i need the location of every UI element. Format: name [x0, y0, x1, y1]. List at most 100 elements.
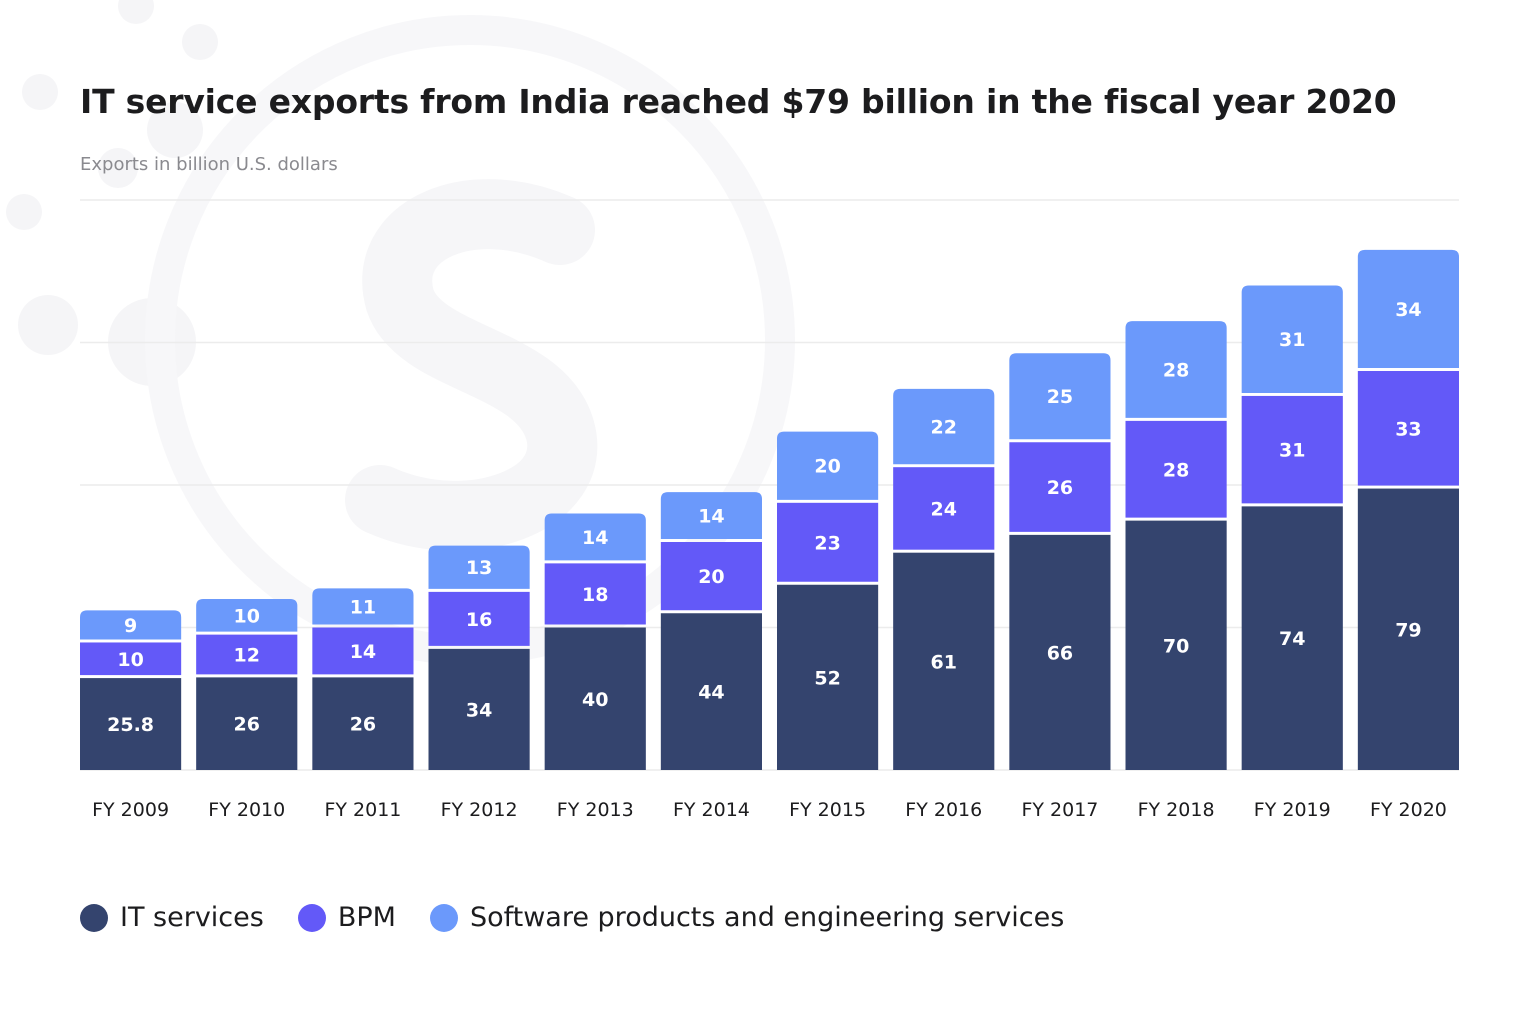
bar-stack: 61 24 22 [893, 388, 995, 770]
bar-value-label: 34 [466, 699, 492, 721]
bar-segment [544, 513, 646, 561]
bar-value-label: 26 [1047, 477, 1073, 499]
legend-item-it-services: IT services [80, 902, 264, 933]
bar-stack: 44 20 14 [660, 492, 762, 770]
bar-segment [80, 678, 182, 770]
bar-segment [428, 591, 530, 646]
bar-value-label: 28 [1163, 360, 1189, 382]
bar-stack: 34 16 13 [428, 545, 530, 770]
bar-value-label: 9 [124, 615, 137, 637]
bar-segment [1241, 285, 1343, 393]
bar-value-label: 34 [1395, 299, 1421, 321]
bar-segment [196, 599, 298, 632]
legend-label: BPM [337, 902, 396, 933]
legend-label: IT services [120, 902, 264, 933]
x-tick-label: FY 2020 [1370, 799, 1447, 821]
bar-value-label: 28 [1163, 459, 1189, 481]
bar-segment [80, 642, 182, 676]
chart-subtitle: Exports in billion U.S. dollars [80, 154, 338, 175]
bar-value-label: 20 [814, 456, 840, 478]
bar-segment [1357, 249, 1459, 368]
bar-segment [1357, 488, 1459, 770]
bar-segment [777, 502, 879, 582]
legend-dot-icon [80, 903, 108, 932]
watermark-letter [345, 179, 598, 551]
bar-stack: 26 14 11 [312, 588, 414, 770]
bar-segment [80, 610, 182, 640]
bar-segment [196, 634, 298, 675]
bar-value-label: 70 [1163, 635, 1189, 657]
bar-value-label: 12 [234, 645, 260, 667]
bar-value-label: 79 [1395, 619, 1421, 641]
bar-value-label: 31 [1279, 440, 1305, 462]
bar-value-label: 18 [582, 584, 608, 606]
bar-value-label: 10 [234, 605, 260, 627]
bar-segment [312, 588, 414, 625]
bar-segment [544, 563, 646, 625]
bar-segment [428, 648, 530, 770]
bar-segment [893, 388, 995, 465]
x-tick-label: FY 2013 [557, 799, 634, 821]
bar-segment [1125, 420, 1227, 518]
bar-segment [777, 431, 879, 500]
bar-segment [312, 677, 414, 770]
bar-segment [1241, 395, 1343, 504]
bar-segment [544, 627, 646, 770]
legend-item-software: Software products and engineering servic… [429, 902, 1065, 933]
bar-value-label: 61 [931, 651, 957, 673]
x-tick-label: FY 2018 [1138, 799, 1215, 821]
watermark-dot [98, 148, 138, 188]
bar-segment [1009, 353, 1111, 440]
bar-value-label: 52 [814, 667, 840, 689]
bar-value-label: 24 [931, 498, 957, 520]
x-tick-label: FY 2014 [673, 799, 750, 821]
bar-segment [1125, 321, 1227, 418]
bar-segment [312, 627, 414, 675]
bar-segment [660, 542, 762, 611]
watermark-dot [18, 295, 78, 355]
chart-title: IT service exports from India reached $7… [80, 82, 1397, 121]
x-tick-label: FY 2017 [1021, 799, 1098, 821]
bar-value-label: 74 [1279, 628, 1305, 650]
bar-segment [196, 677, 298, 770]
bar-segment [1125, 520, 1227, 770]
x-tick-label: FY 2016 [905, 799, 982, 821]
x-tick-label: FY 2015 [789, 799, 866, 821]
bar-segment [1357, 371, 1459, 486]
bar-segment [1009, 442, 1111, 532]
bar-segment [660, 492, 762, 539]
legend-label: Software products and engineering servic… [469, 902, 1065, 933]
x-tick-label: FY 2012 [441, 799, 518, 821]
bar-segment [893, 467, 995, 550]
bar-value-label: 16 [466, 609, 492, 631]
bar-stack: 25.8 10 9 [80, 610, 182, 770]
watermark-dot [22, 74, 58, 110]
bar-value-label: 10 [117, 649, 143, 671]
legend: IT services BPM Software products and en… [80, 902, 1098, 933]
x-tick-label: FY 2019 [1254, 799, 1331, 821]
x-axis-labels: FY 2009 FY 2010 FY 2011 FY 2012 FY 2013 FY 20… [92, 799, 1447, 821]
bar-value-label: 23 [814, 532, 840, 554]
bar-value-label: 20 [698, 566, 724, 588]
legend-item-bpm: BPM [297, 902, 396, 933]
bar-value-label: 14 [698, 506, 724, 528]
bar-value-label: 44 [698, 682, 724, 704]
watermark-dot [118, 0, 154, 24]
bar-value-label: 11 [350, 596, 376, 618]
bar-segment [1009, 534, 1111, 770]
bar-stack: 40 18 14 [544, 513, 646, 770]
bar-segment [777, 584, 879, 770]
bar-value-label: 33 [1395, 418, 1421, 440]
bar-value-label: 26 [234, 714, 260, 736]
bar-segment [660, 613, 762, 770]
bar-segment [1241, 506, 1343, 770]
bar-value-label: 13 [466, 557, 492, 579]
bar-value-label: 66 [1047, 642, 1073, 664]
watermark-dot [6, 194, 42, 230]
bar-value-label: 14 [350, 641, 376, 663]
x-tick-label: FY 2010 [208, 799, 285, 821]
bar-value-label: 26 [350, 714, 376, 736]
bar-value-label: 25.8 [107, 714, 154, 736]
bar-segment [893, 552, 995, 770]
